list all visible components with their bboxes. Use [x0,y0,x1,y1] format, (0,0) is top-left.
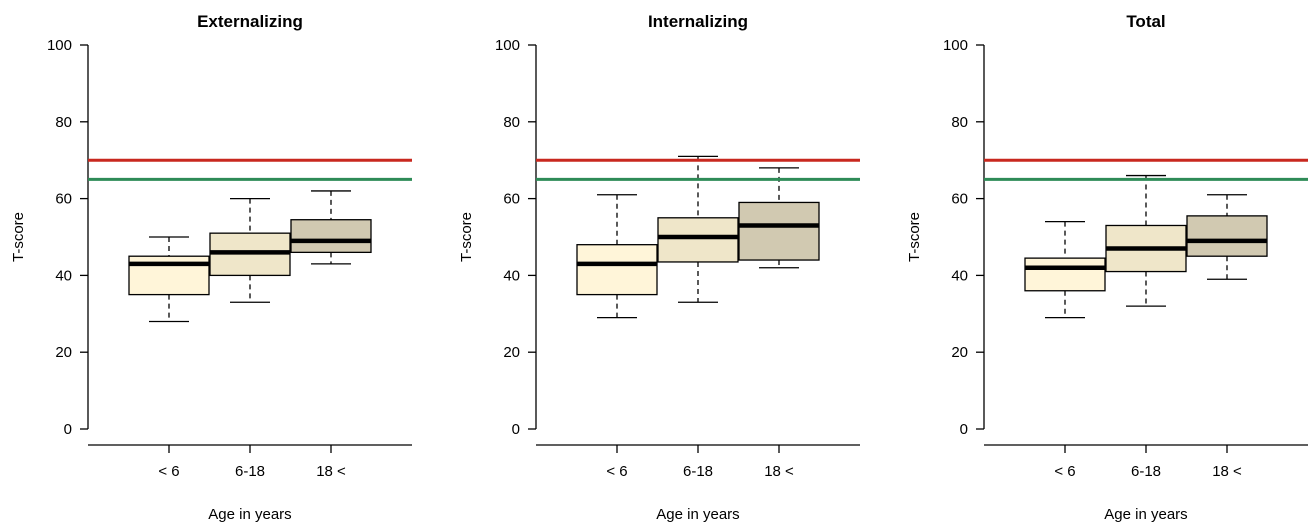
x-tick-label: < 6 [1054,463,1075,480]
y-tick-label: 20 [503,344,520,361]
box-618 [1105,174,1187,307]
y-tick-label: 20 [55,344,72,361]
box-iqr [576,244,658,296]
box-18 [290,190,372,265]
box-iqr [290,219,372,254]
y-tick-label: 100 [943,37,968,54]
box-618 [209,197,291,303]
box-6 [128,236,210,323]
x-tick-label: 6-18 [1131,463,1161,480]
x-tick-label: 18 < [764,463,794,480]
box-iqr [657,217,739,263]
y-axis-label: T-score [10,212,27,262]
box-18 [738,167,820,269]
panel-1: Internalizing 0 20 40 60 80 100 T-score < 6 6-18 1… [458,12,860,523]
y-tick-label: 60 [55,191,72,208]
x-tick-label: 6-18 [235,463,265,480]
box-iqr [738,201,820,261]
panel-0: Externalizing 0 20 40 60 80 100 T-score < 6 6-18 1… [10,12,412,523]
y-tick-label: 80 [503,114,520,131]
box-iqr [1024,257,1106,292]
x-tick-label: < 6 [606,463,627,480]
y-tick-label: 60 [503,191,520,208]
y-tick-label: 80 [55,114,72,131]
panel-2: Total 0 20 40 60 80 100 T-score < 6 6-18 18 < Age i… [906,12,1308,523]
box-6 [1024,220,1106,319]
x-tick-label: 18 < [1212,463,1242,480]
panel-title: Internalizing [648,12,748,31]
y-tick-label: 0 [960,421,968,438]
y-tick-label: 100 [495,37,520,54]
y-tick-label: 0 [512,421,520,438]
box-18 [1186,194,1268,280]
y-tick-label: 20 [951,344,968,361]
box-iqr [1186,215,1268,257]
y-tick-label: 0 [64,421,72,438]
y-tick-label: 100 [47,37,72,54]
x-tick-label: 18 < [316,463,346,480]
x-tick-label: 6-18 [683,463,713,480]
y-axis-label: T-score [906,212,923,262]
y-tick-label: 80 [951,114,968,131]
box-618 [657,155,739,303]
x-axis-label: Age in years [656,506,739,523]
panel-title: Externalizing [197,12,303,31]
y-tick-label: 60 [951,191,968,208]
box-6 [576,194,658,319]
x-axis-label: Age in years [208,506,291,523]
y-axis-label: T-score [458,212,475,262]
x-tick-label: < 6 [158,463,179,480]
y-tick-label: 40 [503,267,520,284]
x-axis-label: Age in years [1104,506,1187,523]
y-tick-label: 40 [951,267,968,284]
y-tick-label: 40 [55,267,72,284]
panel-title: Total [1126,12,1165,31]
